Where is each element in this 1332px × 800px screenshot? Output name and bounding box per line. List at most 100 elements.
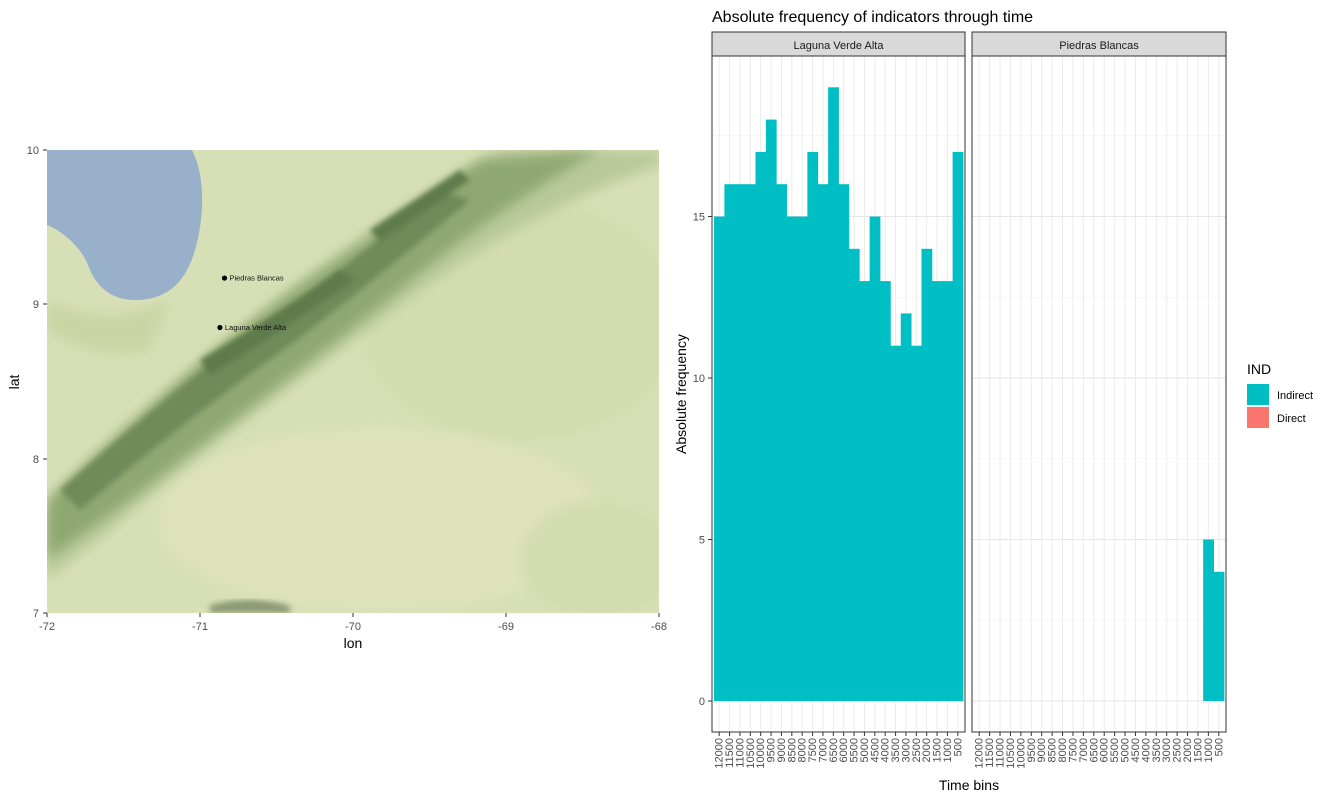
legend-label: Indirect (1277, 390, 1313, 402)
bar (880, 281, 891, 701)
x-tick-label: 9500 (766, 738, 778, 762)
x-tick-label: 4000 (1140, 738, 1152, 762)
bar-y-axis-label: Absolute frequency (673, 334, 689, 454)
x-tick-label: 500 (1213, 738, 1225, 756)
bar-x-axis-piedras: 1200011500110001050010000950090008500800… (974, 732, 1225, 769)
x-tick-label: 2000 (921, 738, 933, 762)
map-y-ticks: 7 8 9 10 (27, 145, 47, 620)
terrain-basemap (47, 150, 659, 613)
x-tick-label: 10000 (1015, 738, 1027, 769)
bar (859, 281, 871, 701)
bar (797, 216, 808, 701)
map-x-tick-label: -72 (39, 621, 55, 633)
bar (765, 119, 777, 702)
panel-border (971, 55, 1227, 733)
x-tick-label: 10500 (745, 738, 757, 769)
strip-label: Piedras Blancas (1059, 40, 1139, 52)
legend-key (1247, 384, 1269, 405)
bar-y-axis: 0 5 10 15 (693, 212, 712, 708)
legend: IND Indirect Direct (1247, 361, 1313, 428)
bar (838, 184, 850, 701)
x-tick-label: 9500 (1026, 738, 1038, 762)
x-tick-label: 9000 (776, 738, 788, 762)
x-tick-label: 8000 (797, 738, 809, 762)
y-tick-label: 5 (699, 535, 705, 547)
x-tick-label: 3000 (1161, 738, 1173, 762)
site-point (217, 324, 223, 331)
x-tick-label: 4000 (880, 738, 892, 762)
x-tick-label: 1500 (1192, 738, 1204, 762)
y-tick-label: 0 (699, 696, 705, 708)
x-tick-label: 8500 (1047, 738, 1059, 762)
bar (1203, 539, 1214, 701)
map-x-tick-label: -68 (651, 621, 667, 633)
x-tick-label: 9000 (1036, 738, 1048, 762)
x-tick-label: 3500 (890, 738, 902, 762)
bar-x-axis-label: Time bins (939, 777, 999, 793)
panel-piedras-blancas (972, 56, 1226, 732)
x-tick-label: 2500 (911, 738, 923, 762)
legend-label: Direct (1277, 413, 1306, 425)
x-tick-label: 6000 (838, 738, 850, 762)
x-tick-label: 2500 (1172, 738, 1184, 762)
bar (848, 248, 860, 702)
bar (921, 248, 933, 702)
map-points: Piedras Blancas Laguna Verde Alta (217, 274, 287, 332)
map-panel: -72 -71 -70 -69 -68 7 8 9 10 lon lat Pie… (6, 145, 667, 651)
map-x-ticks: -72 -71 -70 -69 -68 (39, 613, 667, 633)
x-tick-label: 4500 (1130, 738, 1142, 762)
x-tick-label: 4500 (869, 738, 881, 762)
bar (745, 184, 756, 701)
bar (869, 216, 881, 701)
x-tick-label: 6500 (828, 738, 840, 762)
x-tick-label: 1000 (1203, 738, 1215, 762)
x-tick-label: 10500 (1005, 738, 1017, 769)
panel-border (711, 55, 966, 733)
x-tick-label: 5000 (1120, 738, 1132, 762)
map-x-axis-label: lon (344, 635, 363, 651)
map-x-tick-label: -69 (498, 621, 514, 633)
legend-title: IND (1247, 361, 1271, 377)
x-tick-label: 7000 (1078, 738, 1090, 762)
x-tick-label: 3000 (900, 738, 912, 762)
legend-items: Indirect Direct (1247, 384, 1313, 428)
bar (1213, 571, 1225, 701)
strip-label: Laguna Verde Alta (794, 40, 885, 52)
x-tick-label: 2000 (1182, 738, 1194, 762)
x-tick-label: 10000 (755, 738, 767, 769)
x-tick-label: 7500 (1067, 738, 1079, 762)
bar (714, 216, 725, 701)
x-tick-label: 5500 (1109, 738, 1121, 762)
x-tick-label: 12000 (714, 738, 726, 769)
site-point (221, 275, 228, 281)
x-tick-label: 7000 (817, 738, 829, 762)
x-tick-label: 1000 (942, 738, 954, 762)
x-tick-label: 11000 (995, 738, 1007, 768)
bar (952, 151, 964, 701)
map-y-tick-label: 8 (33, 454, 39, 466)
x-tick-label: 12000 (974, 738, 986, 769)
bar (817, 184, 829, 701)
bar (807, 151, 819, 701)
x-tick-label: 11500 (984, 738, 996, 768)
x-tick-label: 11500 (724, 738, 736, 768)
bar (734, 184, 746, 701)
panel-background (972, 56, 1226, 732)
bar (900, 313, 912, 701)
site-label: Laguna Verde Alta (225, 323, 287, 332)
map-y-tick-label: 10 (27, 145, 39, 157)
x-tick-label: 500 (952, 738, 964, 756)
x-tick-label: 7500 (807, 738, 819, 762)
legend-key (1247, 407, 1269, 428)
bar (911, 345, 922, 701)
strip-laguna-verde-alta (711, 31, 966, 57)
x-tick-label: 6500 (1088, 738, 1100, 762)
bar (786, 216, 798, 701)
y-tick-label: 15 (693, 212, 705, 224)
bar (942, 281, 954, 701)
map-y-axis-label: lat (6, 375, 22, 390)
x-tick-label: 5000 (859, 738, 871, 762)
x-tick-label: 8000 (1057, 738, 1069, 762)
x-tick-label: 1500 (932, 738, 944, 762)
chart-title: Absolute frequency of indicators through… (712, 9, 1033, 26)
